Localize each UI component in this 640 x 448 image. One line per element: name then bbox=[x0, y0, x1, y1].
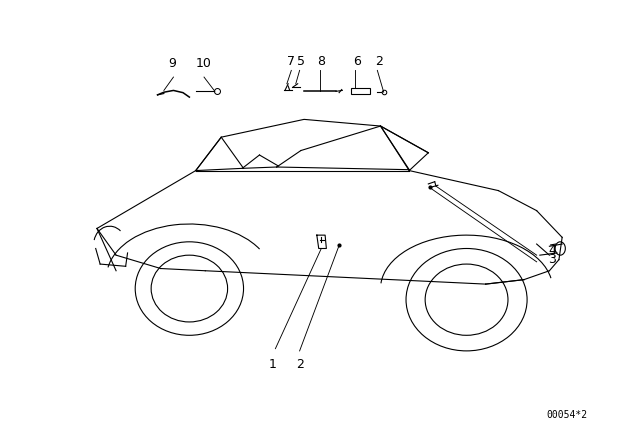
Text: 4: 4 bbox=[548, 244, 556, 257]
Text: 1: 1 bbox=[268, 358, 276, 370]
Text: 7: 7 bbox=[287, 55, 295, 68]
Text: 8: 8 bbox=[317, 55, 325, 68]
Text: 2: 2 bbox=[296, 358, 303, 370]
Text: 2: 2 bbox=[374, 55, 383, 68]
Bar bbox=[351, 88, 370, 94]
Text: 10: 10 bbox=[196, 57, 212, 70]
Text: 00054*2: 00054*2 bbox=[547, 410, 588, 420]
Text: 3: 3 bbox=[548, 253, 556, 266]
Text: 5: 5 bbox=[297, 55, 305, 68]
Text: 9: 9 bbox=[168, 57, 176, 70]
Text: 6: 6 bbox=[353, 55, 361, 68]
